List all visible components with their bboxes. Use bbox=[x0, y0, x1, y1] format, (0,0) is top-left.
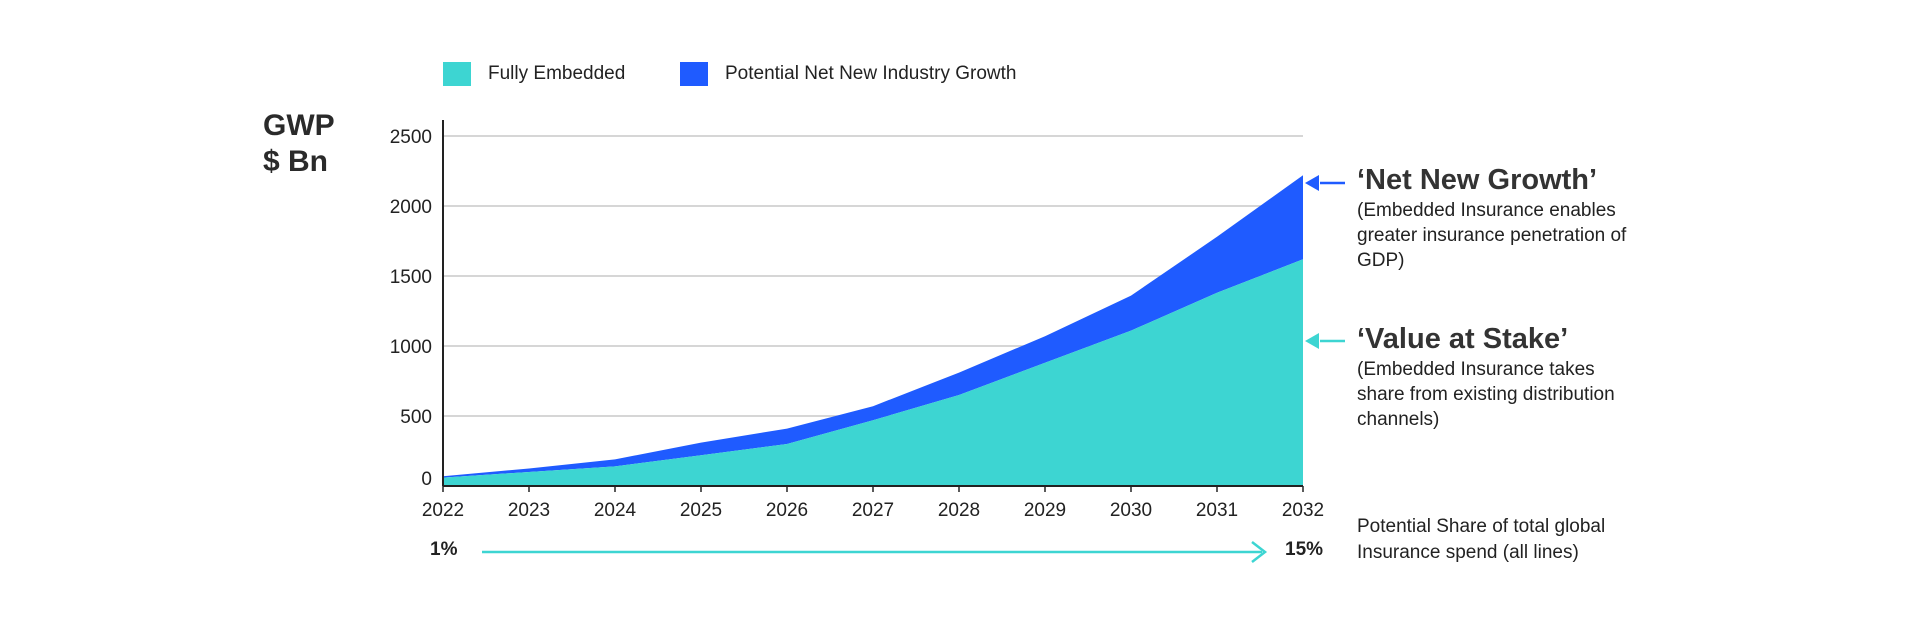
area-fully-embedded bbox=[443, 259, 1303, 486]
net-new-arrow-icon bbox=[1305, 175, 1345, 191]
y-axis-label: GWP $ Bn bbox=[263, 108, 335, 180]
annotation-net-new-title: ‘Net New Growth’ bbox=[1357, 164, 1598, 196]
annotation-value-at-stake-body: (Embedded Insurance takes share from exi… bbox=[1357, 357, 1657, 432]
x-tick-label: 2030 bbox=[1110, 500, 1152, 521]
y-tick-label: 2000 bbox=[390, 197, 432, 218]
y-axis-label-line2: $ Bn bbox=[263, 145, 329, 178]
annotation-net-new-line: greater insurance penetration of bbox=[1357, 225, 1627, 246]
share-end-percent: 15% bbox=[1285, 539, 1324, 560]
annotation-value-at-stake-line: (Embedded Insurance takes bbox=[1357, 359, 1595, 380]
y-tick-labels: 0 500 1000 1500 2000 2500 bbox=[390, 127, 432, 490]
legend-item-net-new: Potential Net New Industry Growth bbox=[680, 62, 1016, 86]
x-tick-label: 2027 bbox=[852, 500, 894, 521]
x-tick-label: 2032 bbox=[1282, 500, 1324, 521]
annotation-net-new-body: (Embedded Insurance enables greater insu… bbox=[1357, 198, 1657, 273]
area-net-new-growth bbox=[443, 175, 1303, 478]
x-tick-label: 2031 bbox=[1196, 500, 1238, 521]
x-tick-label: 2026 bbox=[766, 500, 808, 521]
legend-label-net-new: Potential Net New Industry Growth bbox=[725, 63, 1017, 84]
legend-item-fully-embedded: Fully Embedded bbox=[443, 62, 625, 86]
y-tick-label: 1500 bbox=[390, 267, 432, 288]
legend-swatch-net-new bbox=[680, 62, 708, 86]
share-label: Potential Share of total global Insuranc… bbox=[1357, 514, 1657, 566]
y-tick-label: 1000 bbox=[390, 337, 432, 358]
x-tick-label: 2029 bbox=[1024, 500, 1066, 521]
legend-swatch-fully-embedded bbox=[443, 62, 471, 86]
share-label-line: Insurance spend (all lines) bbox=[1357, 542, 1579, 563]
x-tick-label: 2028 bbox=[938, 500, 980, 521]
annotation-net-new-line: GDP) bbox=[1357, 250, 1405, 271]
share-label-line: Potential Share of total global bbox=[1357, 516, 1606, 537]
x-tick-labels: 2022 2023 2024 2025 2026 2027 2028 2029 2030 2031… bbox=[422, 486, 1324, 521]
x-tick-label: 2025 bbox=[680, 500, 722, 521]
x-tick-label: 2022 bbox=[422, 500, 464, 521]
annotation-value-at-stake-title: ‘Value at Stake’ bbox=[1357, 323, 1569, 355]
y-axis-label-line1: GWP bbox=[263, 109, 335, 142]
x-tick-label: 2024 bbox=[594, 500, 637, 521]
annotation-net-new-line: (Embedded Insurance enables bbox=[1357, 200, 1616, 221]
annotation-value-at-stake-line: share from existing distribution bbox=[1357, 384, 1615, 405]
value-at-stake-arrow-icon bbox=[1305, 333, 1345, 349]
legend-label-fully-embedded: Fully Embedded bbox=[488, 63, 626, 84]
y-tick-label: 2500 bbox=[390, 127, 432, 148]
x-tick-label: 2023 bbox=[508, 500, 550, 521]
y-tick-label: 500 bbox=[400, 407, 432, 428]
share-arrow-icon bbox=[482, 541, 1268, 563]
share-start-percent: 1% bbox=[430, 539, 458, 560]
annotation-value-at-stake-line: channels) bbox=[1357, 409, 1440, 430]
y-tick-label: 0 bbox=[421, 469, 432, 490]
